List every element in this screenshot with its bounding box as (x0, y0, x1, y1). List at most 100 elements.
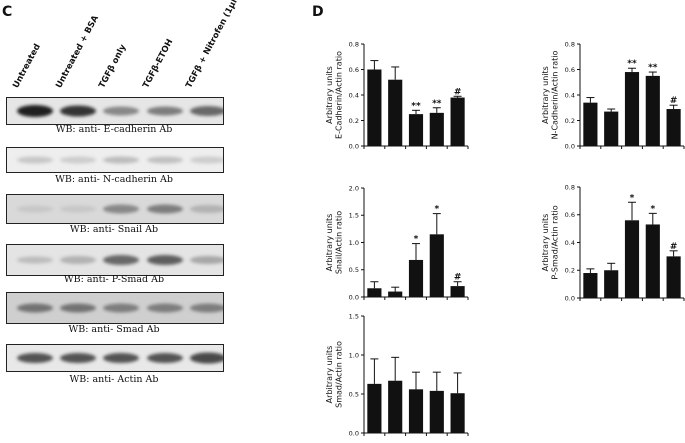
y-tick-label: 0.6 (565, 66, 575, 74)
y-axis-label: Arbitrary unitsN-Cadherin/Actin ratio (541, 50, 560, 139)
y-tick-label: 0.2 (349, 117, 359, 125)
band (103, 255, 139, 265)
y-axis-label-line: Snail/Actin ratio (335, 211, 344, 274)
blot-caption-smad: WB: anti- Smad Ab (68, 324, 160, 335)
bar (604, 270, 619, 298)
bar (645, 224, 660, 298)
y-tick-label: 0.5 (349, 390, 359, 398)
y-tick-label: 0.6 (565, 211, 575, 219)
panel-d-letter: D (312, 4, 324, 20)
y-axis-label-line: Arbitrary units (325, 66, 334, 124)
band (60, 303, 96, 313)
y-tick-label: 0.0 (565, 142, 575, 150)
band (60, 105, 96, 117)
band (17, 256, 53, 264)
blot-e-cadherin (6, 97, 224, 125)
panel-c-letter: C (2, 4, 13, 20)
blot-n-cadherin (6, 147, 224, 173)
y-axis-label-line: Arbitrary units (541, 66, 550, 124)
blot-caption-actin: WB: anti- Actin Ab (69, 374, 159, 385)
bar-chart-4: 0.0 0.2 0.4 0.6 0.8 * * # Arbitrary unitsP-Smad/… (541, 183, 685, 302)
band (17, 205, 53, 213)
y-tick-label: 1.0 (349, 239, 359, 247)
band (103, 106, 139, 116)
band (103, 303, 139, 313)
y-tick-label: 0.8 (565, 183, 575, 191)
blot-actin (6, 344, 224, 372)
y-tick-label: 0.4 (565, 91, 575, 99)
bar-chart-3: 0.0 0.5 1.0 1.5 2.0 * * # Arbitrary unitsSnail/A… (325, 184, 469, 301)
bar (666, 109, 681, 146)
significance-marker: # (670, 242, 678, 252)
band (103, 156, 139, 164)
bar-chart-5: 0.0 0.5 1.0 1.5 Arbitrary unitsSmad/Actin ra… (325, 312, 469, 437)
y-axis-label-line: Arbitrary units (325, 346, 334, 404)
y-tick-label: 1.5 (349, 312, 359, 320)
bar (429, 390, 444, 433)
bar (645, 75, 660, 146)
blot-caption-e-cadherin: WB: anti- E-cadherin Ab (55, 124, 173, 135)
band (60, 256, 96, 264)
y-axis-label-line: Smad/Actin ratio (335, 341, 344, 408)
band (60, 156, 96, 164)
band (147, 106, 183, 116)
band (103, 204, 139, 214)
band (190, 156, 223, 164)
bar (583, 273, 598, 298)
significance-marker: ** (432, 99, 442, 109)
bar (583, 102, 598, 146)
y-tick-label: 0.8 (349, 40, 359, 48)
y-axis-label-line: Arbitrary units (325, 214, 334, 272)
bar (367, 288, 382, 297)
blot-p-smad (6, 244, 224, 276)
bar (367, 383, 382, 433)
blot-caption-snail: WB: anti- Snail Ab (69, 224, 159, 235)
significance-marker: * (434, 205, 439, 215)
y-axis-label-line: P-Smad/Actin ratio (551, 205, 560, 279)
band (147, 255, 183, 265)
y-axis-label: Arbitrary unitsP-Smad/Actin ratio (541, 205, 560, 279)
y-axis-label-line: E-Cadherin/Actin ratio (335, 51, 344, 139)
significance-marker: # (454, 87, 462, 97)
bar-chart-2: 0.0 0.2 0.4 0.6 0.8 ** ** # Arbitrary unitsN-Cad… (541, 40, 685, 150)
bar (450, 393, 465, 433)
band (17, 303, 53, 313)
band (17, 353, 53, 363)
significance-marker: * (630, 193, 635, 203)
bar (408, 389, 424, 433)
band (17, 156, 53, 164)
y-tick-label: 0.0 (349, 142, 359, 150)
band (190, 352, 223, 364)
bar (408, 114, 424, 146)
y-tick-label: 0.5 (349, 266, 359, 274)
y-tick-label: 0.0 (565, 294, 575, 302)
band (190, 256, 223, 264)
y-axis-label: Arbitrary unitsSmad/Actin ratio (325, 341, 344, 408)
y-tick-label: 0.0 (349, 429, 359, 437)
blot-caption-p-smad: WB: anti- P-Smad Ab (63, 274, 165, 285)
bar (450, 286, 465, 297)
y-tick-label: 0.4 (349, 91, 359, 99)
y-tick-label: 0.2 (565, 267, 575, 275)
significance-marker: ** (627, 59, 637, 69)
significance-marker: * (414, 235, 419, 245)
y-tick-label: 1.5 (349, 212, 359, 220)
bar (388, 291, 403, 297)
bar (624, 220, 640, 298)
band (147, 156, 183, 164)
band (60, 205, 96, 213)
significance-marker: ** (648, 63, 658, 73)
y-tick-label: 2.0 (349, 184, 359, 192)
bar (408, 259, 424, 297)
band (190, 303, 223, 313)
band (147, 353, 183, 363)
significance-marker: # (670, 96, 678, 106)
band (147, 303, 183, 313)
band (17, 105, 53, 117)
significance-marker: ** (411, 101, 421, 111)
band (190, 106, 223, 116)
bar (624, 72, 640, 146)
y-tick-label: 0.4 (565, 239, 575, 247)
blot-caption-n-cadherin: WB: anti- N-cadherin Ab (55, 174, 173, 185)
